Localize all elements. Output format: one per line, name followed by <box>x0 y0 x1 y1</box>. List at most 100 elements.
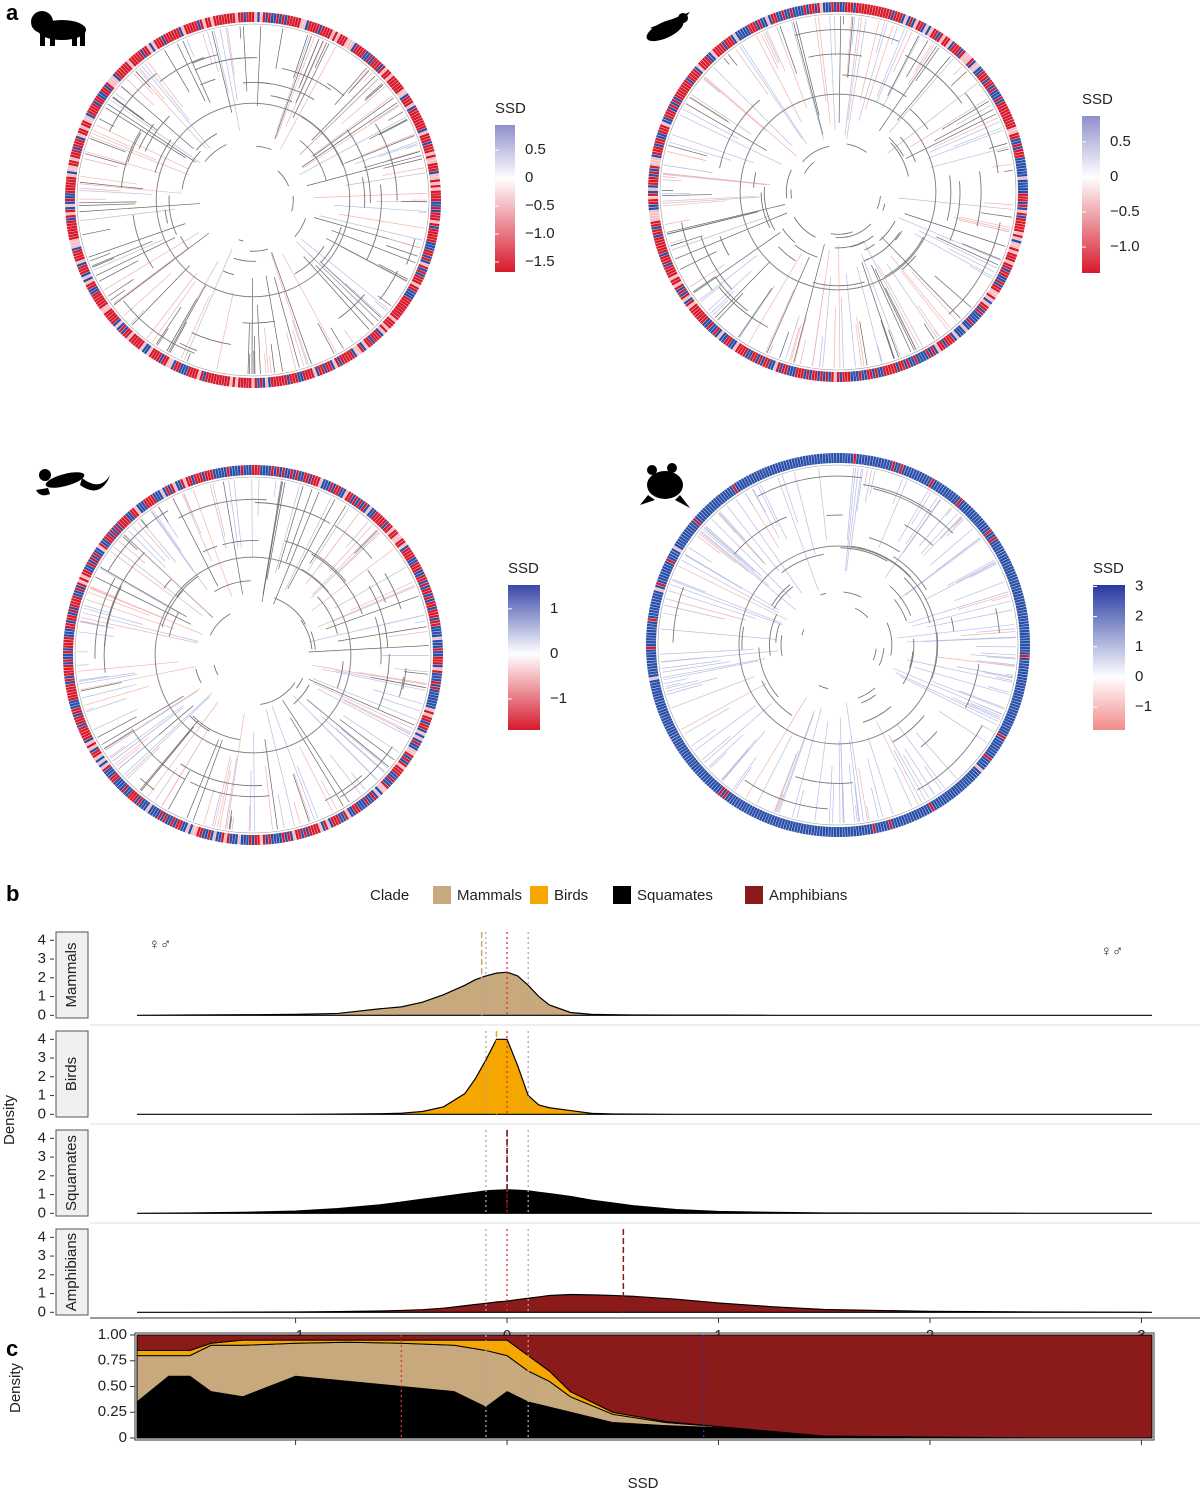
tree-branch <box>877 345 883 363</box>
tree-branch <box>976 171 982 227</box>
tree-branch <box>838 740 841 823</box>
tip-ring <box>114 71 124 80</box>
tip-ring <box>422 714 433 721</box>
tree-branch <box>110 551 173 597</box>
tip-ring <box>796 822 802 834</box>
tip-ring <box>329 30 336 41</box>
tip-ring <box>650 601 661 606</box>
tree-branch <box>265 275 283 372</box>
tip-ring <box>649 603 661 609</box>
tip-ring <box>360 798 368 808</box>
tree-branch <box>194 57 258 71</box>
density-area <box>137 1038 1152 1115</box>
tip-ring <box>430 187 441 191</box>
tree-branch <box>845 702 864 822</box>
tip-ring <box>177 479 184 490</box>
tip-ring <box>690 70 700 79</box>
tip-ring <box>982 753 993 762</box>
tip-ring <box>362 503 371 514</box>
tree-branch <box>369 118 408 140</box>
tip-ring <box>170 359 177 370</box>
colorbar-tick-label: −1 <box>550 690 567 707</box>
facet-strip <box>55 1030 89 1118</box>
tip-ring <box>131 507 140 517</box>
tip-ring <box>979 757 989 766</box>
tree-branch <box>317 584 415 628</box>
tip-ring <box>103 84 113 93</box>
tree-branch <box>662 661 730 673</box>
tree-branch <box>886 622 893 656</box>
tip-ring <box>648 176 659 180</box>
tree-branch <box>343 700 411 735</box>
tip-ring <box>984 751 995 759</box>
tip-ring <box>665 725 676 732</box>
tree-branch <box>781 554 824 574</box>
tip-ring <box>422 251 434 257</box>
tip-ring <box>334 814 342 825</box>
tree <box>63 465 443 845</box>
tip-ring <box>397 542 408 551</box>
tip-ring <box>716 44 725 54</box>
tip-ring <box>322 479 329 490</box>
tip-ring <box>401 546 411 555</box>
tip-ring <box>1018 620 1029 625</box>
tip-ring <box>913 470 920 481</box>
tree-branch <box>958 690 1005 709</box>
tree-branch <box>697 535 721 555</box>
y-tick-label: 1 <box>38 1087 46 1104</box>
tree-branch <box>339 746 393 798</box>
tip-ring <box>418 130 429 137</box>
tree-branch <box>777 710 815 813</box>
tip-ring <box>108 314 118 323</box>
tree-branch <box>662 200 727 207</box>
tip-ring <box>912 19 919 30</box>
tip-ring <box>724 488 732 499</box>
tip-ring <box>100 303 110 312</box>
tip-ring <box>81 119 92 127</box>
tip-ring <box>427 162 438 167</box>
tip-ring <box>674 739 684 747</box>
tree-branch <box>334 204 427 212</box>
tree-branch <box>172 498 219 587</box>
tip-ring <box>378 782 388 792</box>
facet-strip <box>55 931 89 1019</box>
tree-branch <box>794 29 900 42</box>
tip-ring <box>169 483 176 494</box>
legend-label: Birds <box>554 887 588 904</box>
tip-ring <box>976 519 986 529</box>
tree-branch <box>904 524 933 546</box>
tip-ring <box>408 558 419 567</box>
tree-branch <box>80 682 122 692</box>
tip-ring <box>915 20 922 31</box>
tip-ring <box>221 375 226 386</box>
tip-ring <box>1008 579 1020 585</box>
tree-branch <box>319 215 423 241</box>
tip-ring <box>989 287 999 296</box>
tip-ring <box>1010 584 1021 590</box>
tree-branch <box>112 96 145 120</box>
tip-ring <box>674 283 685 291</box>
tree-branch <box>898 491 929 542</box>
tip-ring <box>131 793 140 803</box>
tip-ring <box>207 17 212 28</box>
tree-branch <box>204 144 227 162</box>
tip-ring <box>905 15 912 26</box>
tip-ring <box>858 454 863 465</box>
tip-ring <box>393 307 403 316</box>
tree-branch <box>976 628 1016 633</box>
tip-ring <box>389 312 399 321</box>
tree-branch <box>894 599 907 622</box>
tip-ring <box>101 86 112 95</box>
tip-ring <box>304 19 310 31</box>
tip-ring <box>915 808 923 819</box>
tip-ring <box>719 788 728 798</box>
tip-ring <box>825 453 829 464</box>
tree-branch <box>77 661 179 672</box>
tree-branch <box>214 580 251 592</box>
tip-ring <box>414 119 425 127</box>
tip-ring <box>267 465 272 476</box>
tip-ring <box>127 789 136 799</box>
tip-ring <box>761 467 768 479</box>
tip-ring <box>733 797 742 808</box>
tip-ring <box>775 361 781 373</box>
